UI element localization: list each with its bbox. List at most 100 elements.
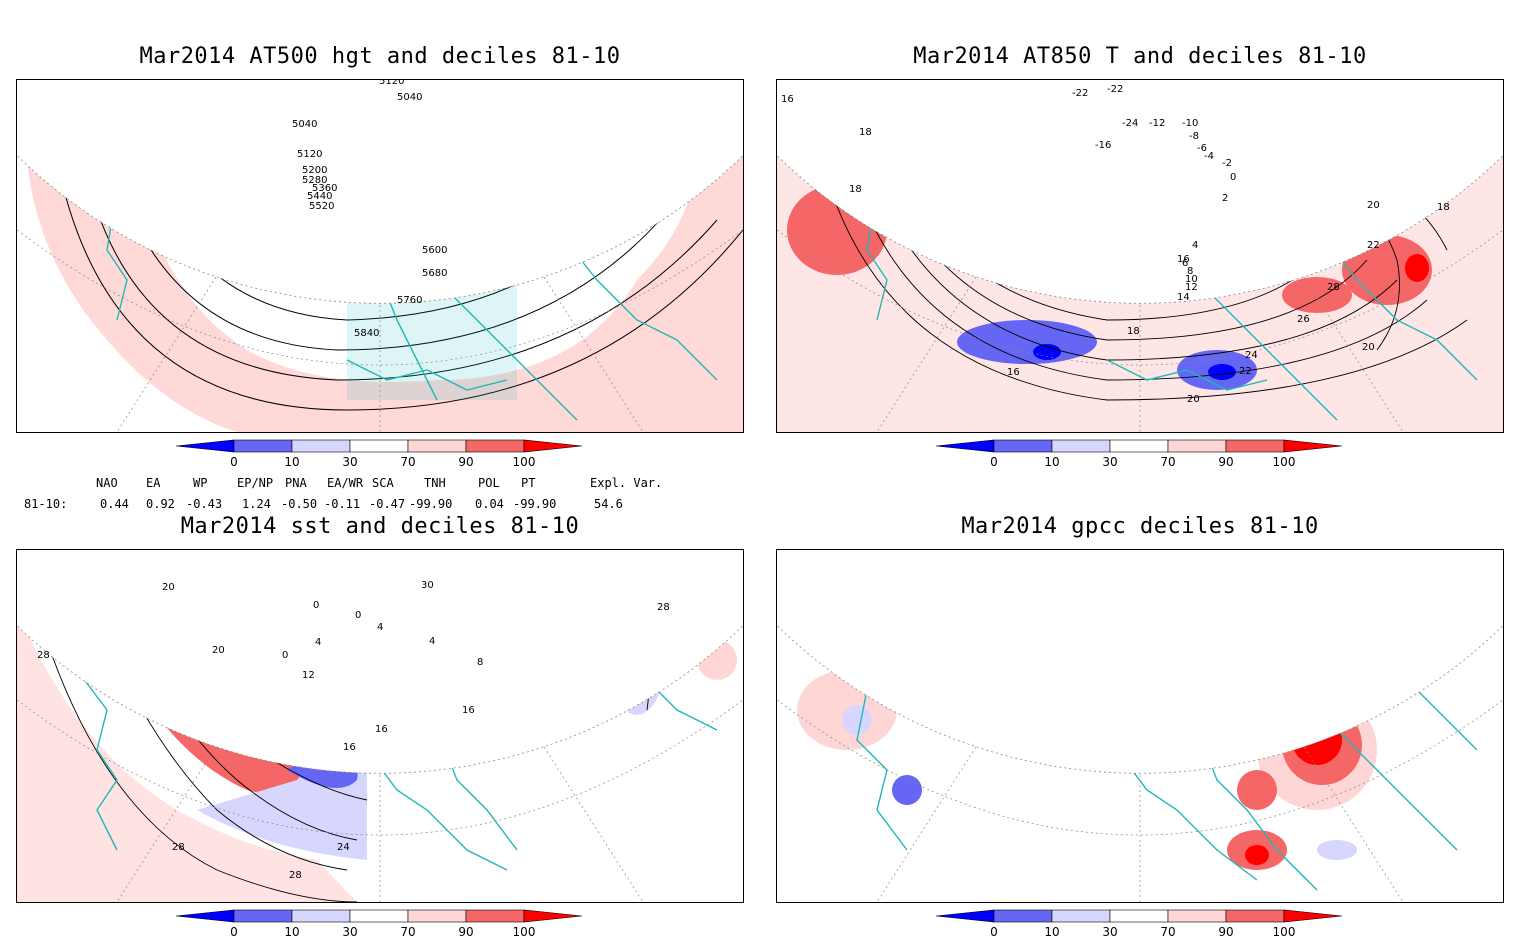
colorbar-label: 0 <box>990 925 998 939</box>
colorbar-swatch <box>1167 909 1227 923</box>
colorbar-label: 10 <box>1044 455 1060 469</box>
contour-label: 16 <box>343 742 356 753</box>
colorbar-swatches <box>176 909 583 923</box>
contour-label: 5040 <box>397 92 422 103</box>
colorbar-swatch <box>1109 909 1169 923</box>
contour-label: -16 <box>1095 140 1111 151</box>
colorbar-label: 30 <box>342 455 358 469</box>
colorbar-label: 100 <box>1272 455 1296 469</box>
contour-label: 22 <box>1239 366 1252 377</box>
contour-label: 16 <box>462 705 475 716</box>
contour-label: 14 <box>1177 292 1190 303</box>
colorbar-label: 70 <box>400 925 416 939</box>
teleconnection-name: NAO <box>96 476 118 490</box>
contour-label: 16 <box>1177 254 1190 265</box>
contour-label: 26 <box>1297 314 1310 325</box>
colorbar-swatch <box>1225 439 1285 453</box>
contour-label: 16 <box>781 94 794 105</box>
colorbar-t850: 0 10 30 70 90 100 <box>936 439 1346 469</box>
contour-label: 4 <box>315 637 321 648</box>
colorbar-swatch <box>291 439 351 453</box>
contour-label: 18 <box>859 127 872 138</box>
contour-label: -22 <box>1072 88 1088 99</box>
teleconnection-value: -0.11 <box>324 497 361 511</box>
colorbar-sst: 0 10 30 70 90 100 <box>176 909 586 939</box>
colorbar-swatch <box>349 909 409 923</box>
contour-label: 12 <box>1185 282 1198 293</box>
contour-label: 0 <box>282 650 288 661</box>
colorbar-swatch <box>407 439 467 453</box>
colorbar-swatch <box>465 439 525 453</box>
panel-title-gpcc: Mar2014 gpcc deciles 81-10 <box>961 514 1319 539</box>
contour-label: 0 <box>1230 172 1236 183</box>
contour-label: 20 <box>162 582 175 593</box>
map-t850-canvas: -22 -22 -24 -12 -10 -8 -6 -4 -2 0 2 4 6 … <box>777 80 1503 432</box>
colorbar-swatch <box>1109 439 1169 453</box>
contour-label: 5760 <box>397 295 422 306</box>
colorbar-gpcc: 0 10 30 70 90 100 <box>936 909 1346 939</box>
colorbar-swatch <box>407 909 467 923</box>
colorbar-hgt500: 0 10 30 70 90 100 <box>176 439 586 469</box>
contour-label: 4 <box>1192 240 1198 251</box>
contour-label: -8 <box>1189 131 1199 142</box>
contour-label: 18 <box>1437 202 1450 213</box>
colorbar-swatch <box>1051 909 1111 923</box>
panel-title-hgt500: Mar2014 AT500 hgt and deciles 81-10 <box>139 44 621 69</box>
contour-label: 5360 <box>312 183 337 194</box>
colorbar-swatch <box>523 439 583 453</box>
contour-label: 4 <box>429 636 435 647</box>
colorbar-swatch <box>291 909 351 923</box>
contour-label: 5440 <box>307 191 332 202</box>
contour-label: 24 <box>337 842 350 853</box>
contour-label: 8 <box>1187 266 1193 277</box>
contour-label: 10 <box>1185 274 1198 285</box>
contour-label: 18 <box>1127 326 1140 337</box>
colorbar-swatch <box>1225 909 1285 923</box>
colorbar-swatch <box>1167 439 1227 453</box>
teleconnection-value: 54.6 <box>594 497 623 511</box>
colorbar-swatch <box>1283 909 1343 923</box>
colorbar-swatch <box>233 439 293 453</box>
contour-label: 30 <box>421 580 434 591</box>
teleconnection-name: PNA <box>285 476 307 490</box>
colorbar-label: 70 <box>400 455 416 469</box>
colorbar-swatch <box>1283 439 1343 453</box>
colorbar-label: 70 <box>1160 455 1176 469</box>
contour-label: 5680 <box>422 268 447 279</box>
teleconnection-row-label: 81-10: <box>24 497 68 511</box>
teleconnection-name: TNH <box>424 476 446 490</box>
contour-label: 5200 <box>302 165 327 176</box>
colorbar-swatch <box>1051 439 1111 453</box>
contour-label: 12 <box>302 670 315 681</box>
contour-label: 8 <box>477 657 483 668</box>
colorbar-label: 0 <box>230 455 238 469</box>
contour-label: 4 <box>377 622 383 633</box>
contour-label: 20 <box>1367 200 1380 211</box>
contour-label: 20 <box>1362 342 1375 353</box>
colorbar-swatch <box>936 439 995 453</box>
colorbar-swatch <box>233 909 293 923</box>
contour-label: -2 <box>1222 158 1232 169</box>
colorbar-label: 90 <box>458 925 474 939</box>
contour-label: 28 <box>37 650 50 661</box>
teleconnection-name: Expl. Var. <box>590 476 663 490</box>
contour-label: 24 <box>1245 350 1258 361</box>
contour-label: -24 <box>1122 118 1138 129</box>
colorbar-swatches <box>176 439 583 453</box>
map-sst-canvas: 20 0 20 0 0 4 4 12 16 16 16 24 28 28 28 … <box>17 550 743 902</box>
colorbar-swatches <box>936 439 1343 453</box>
contour-label: 6 <box>1182 258 1188 269</box>
teleconnection-name: EA <box>146 476 161 490</box>
contour-label: 28 <box>289 870 302 881</box>
colorbar-label: 100 <box>512 925 536 939</box>
colorbar-swatch <box>993 909 1053 923</box>
contour-label: 5600 <box>422 245 447 256</box>
colorbar-label: 10 <box>1044 925 1060 939</box>
map-gpcc-canvas <box>777 550 1503 902</box>
contour-label: 20 <box>1187 394 1200 405</box>
contour-label: 28 <box>657 602 670 613</box>
contour-label: 5120 <box>297 149 322 160</box>
colorbar-swatch <box>176 909 235 923</box>
contour-label: 5280 <box>302 175 327 186</box>
contour-label: 20 <box>212 645 225 656</box>
